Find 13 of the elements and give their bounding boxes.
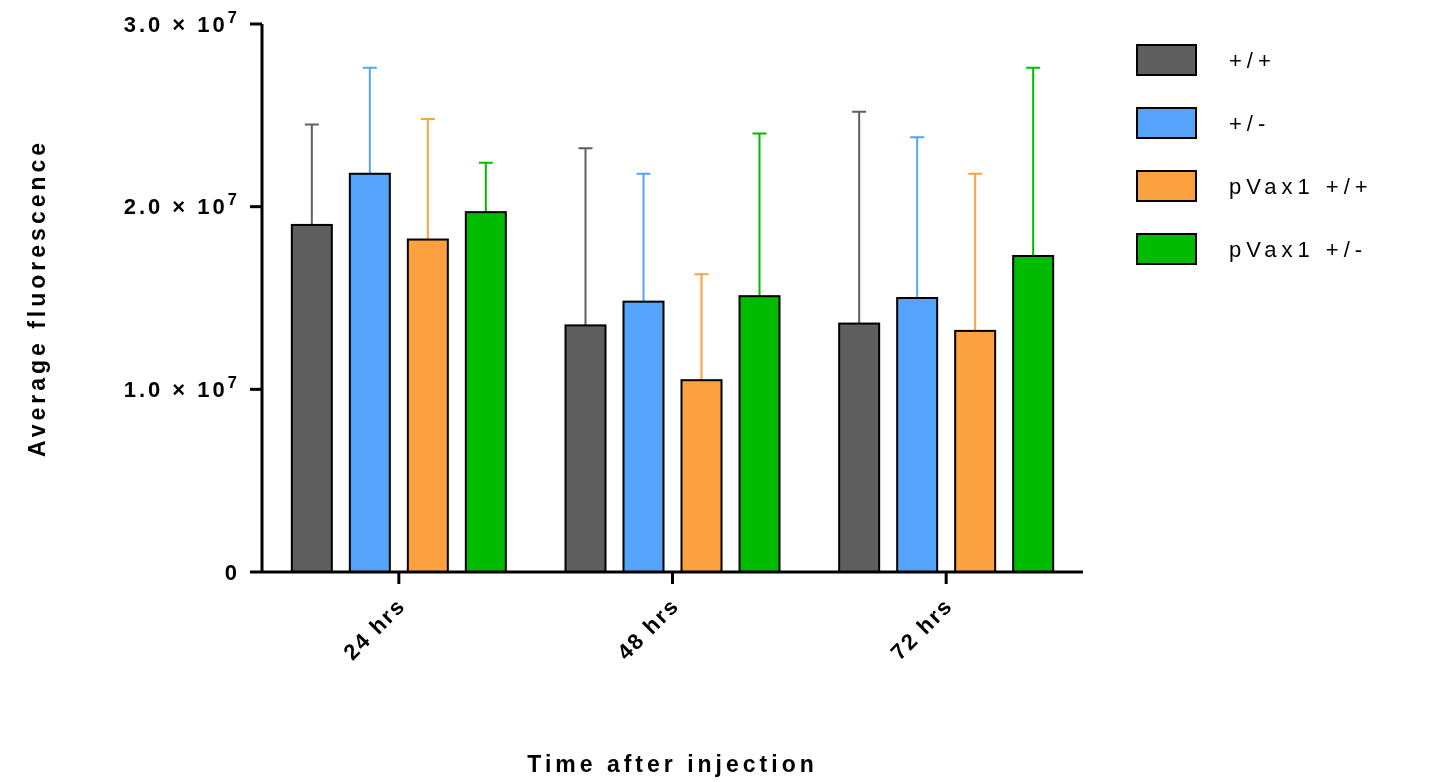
x-tick-label: 72 hrs [885,592,958,665]
legend-label: pVax1 +/- [1229,236,1368,262]
y-tick-label: 0 [224,559,240,585]
x-tick-label: 48 hrs [612,592,685,665]
y-tick-label: 2.0 × 10$^{7}$ [123,190,240,220]
legend-label: +/- [1229,110,1271,136]
y-axis-title: Average fluorescence [24,138,50,458]
y-tick-label: 1.0 × 10$^{7}$ [123,373,240,403]
x-axis-title: Time after injection [527,751,818,777]
x-tick-label: 24 hrs [338,592,411,665]
legend-label: pVax1 +/+ [1229,173,1373,199]
y-tick-label: 3.0 × 10$^{7}$ [123,7,240,37]
legend-label: +/+ [1229,47,1276,73]
